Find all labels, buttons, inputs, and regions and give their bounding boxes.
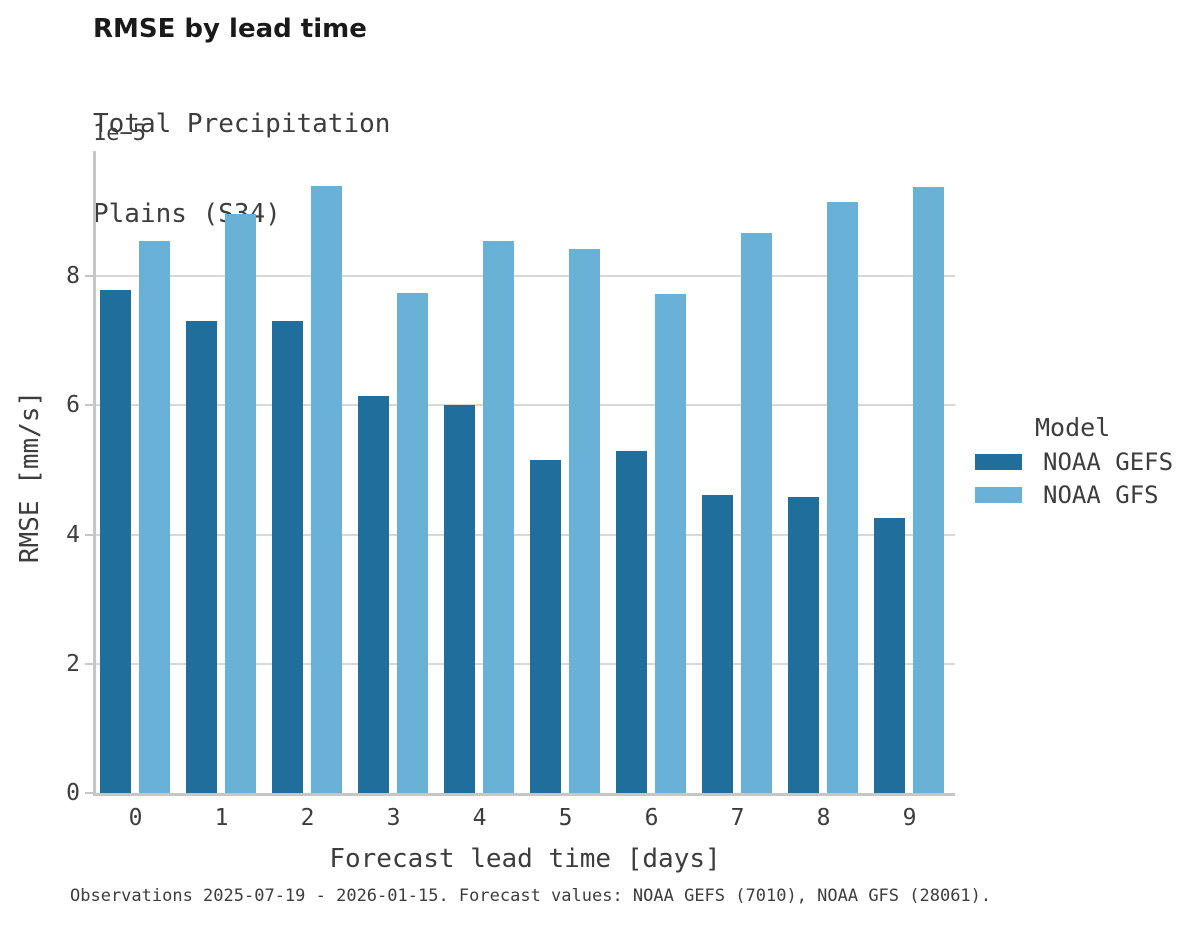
legend-label: NOAA GFS <box>1043 480 1159 509</box>
bar-noaa-gefs-day-0 <box>99 289 131 793</box>
bar-noaa-gfs-day-9 <box>913 187 944 793</box>
x-tick-label: 9 <box>902 805 917 831</box>
chart-title: RMSE by lead time <box>93 14 367 44</box>
y-axis-title: RMSE [mm/s] <box>15 390 45 564</box>
y-axis-spine <box>93 151 96 796</box>
x-tick-label: 8 <box>816 805 831 831</box>
y-axis-scale-offset: 1e−5 <box>93 121 146 146</box>
bar-noaa-gfs-day-3 <box>397 293 428 793</box>
caption: Observations 2025-07-19 - 2026-01-15. Fo… <box>70 886 992 906</box>
y-tick-mark <box>85 534 93 536</box>
legend-entry-noaa-gefs: NOAA GEFS <box>975 445 1193 478</box>
x-axis-spine <box>93 793 955 796</box>
bar-noaa-gefs-day-8 <box>787 497 819 793</box>
bar-noaa-gfs-day-8 <box>827 201 858 793</box>
x-tick-label: 1 <box>214 805 229 831</box>
x-tick-label: 7 <box>730 805 745 831</box>
gridline <box>96 534 955 536</box>
legend-swatch-icon <box>975 486 1022 503</box>
y-tick-mark <box>85 275 93 277</box>
legend-swatch-icon <box>975 453 1022 470</box>
y-tick-mark <box>85 404 93 406</box>
bar-noaa-gefs-day-1 <box>185 320 217 793</box>
bar-noaa-gfs-day-4 <box>483 241 514 793</box>
subtitle-variable: Total Precipitation <box>93 109 391 139</box>
legend-entries: NOAA GEFS NOAA GFS <box>975 445 1193 511</box>
x-tick-label: 6 <box>644 805 659 831</box>
bar-noaa-gfs-day-1 <box>225 214 256 793</box>
bar-noaa-gfs-day-7 <box>741 232 772 793</box>
legend-title: Model <box>1035 413 1111 442</box>
bar-noaa-gefs-day-2 <box>271 320 303 793</box>
bar-noaa-gfs-day-6 <box>655 294 686 793</box>
y-tick-mark <box>85 663 93 665</box>
bar-noaa-gfs-day-5 <box>569 249 600 793</box>
x-tick-label: 5 <box>558 805 573 831</box>
y-tick-label: 4 <box>66 522 80 548</box>
gridline <box>96 275 955 277</box>
y-tick-label: 8 <box>66 263 80 289</box>
bar-noaa-gefs-day-7 <box>701 494 733 793</box>
x-tick-label: 2 <box>300 805 315 831</box>
legend: Model NOAA GEFS NOAA GFS <box>975 413 1193 511</box>
bar-noaa-gefs-day-9 <box>873 517 905 793</box>
y-tick-label: 0 <box>66 780 80 806</box>
bar-noaa-gefs-day-4 <box>443 404 475 793</box>
bar-noaa-gfs-day-0 <box>139 241 170 793</box>
x-tick-label: 4 <box>472 805 487 831</box>
y-tick-label: 6 <box>66 392 80 418</box>
x-tick-label: 0 <box>128 805 143 831</box>
legend-entry-noaa-gfs: NOAA GFS <box>975 478 1193 511</box>
gridline <box>96 663 955 665</box>
y-tick-label: 2 <box>66 651 80 677</box>
bar-noaa-gefs-day-6 <box>615 451 647 793</box>
bar-noaa-gefs-day-5 <box>529 460 561 793</box>
gridline <box>96 404 955 406</box>
x-axis-title: Forecast lead time [days] <box>329 844 721 874</box>
legend-label: NOAA GEFS <box>1043 447 1174 476</box>
x-tick-label: 3 <box>386 805 401 831</box>
y-tick-mark <box>85 792 93 794</box>
bar-noaa-gefs-day-3 <box>357 395 389 793</box>
bar-noaa-gfs-day-2 <box>311 185 342 793</box>
